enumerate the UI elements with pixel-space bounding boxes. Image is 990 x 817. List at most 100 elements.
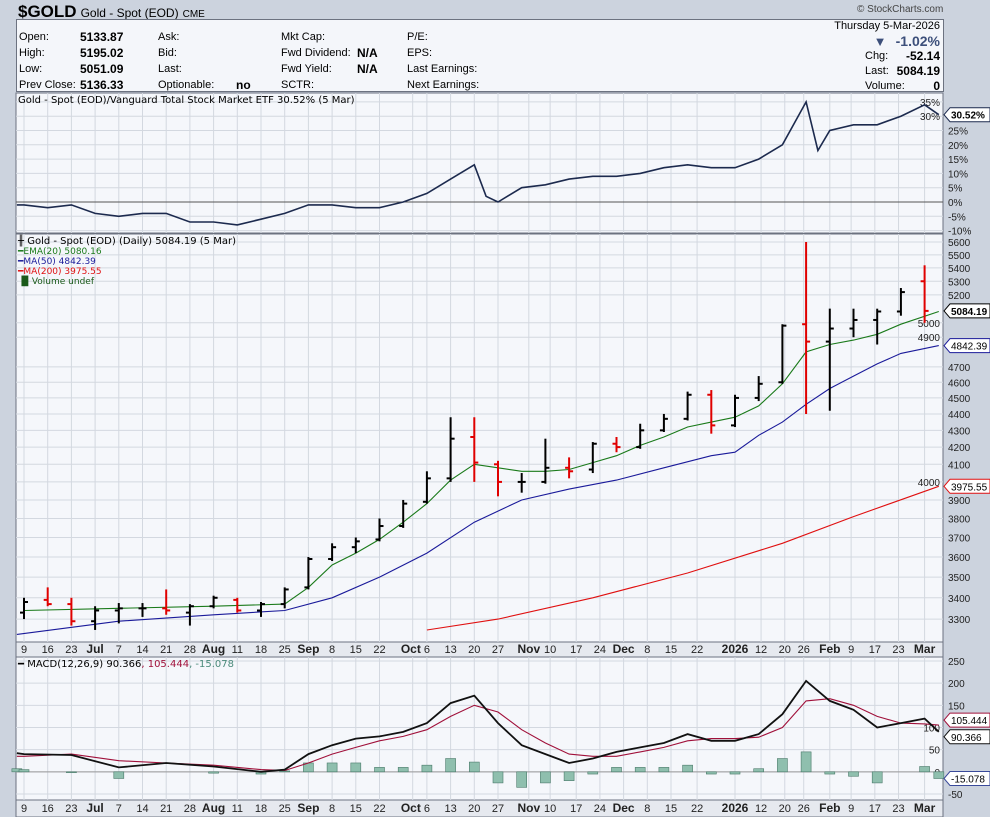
- date-tick-label: Aug: [202, 642, 225, 656]
- price-bar: [20, 597, 28, 620]
- date-tick-label: 23: [65, 644, 77, 656]
- date-tick-label: Aug: [202, 801, 225, 815]
- price-bar: [422, 471, 431, 504]
- date-tick-label: 13: [444, 803, 456, 815]
- macd-histogram-bar: [800, 751, 812, 773]
- macd-line-icon: ━: [18, 659, 25, 670]
- tag-box: [943, 729, 990, 745]
- date-tick-label: 12: [755, 644, 767, 656]
- fwd-yield-value: N/A: [357, 62, 378, 76]
- date-tick-label: Sep: [297, 642, 319, 656]
- macd-histogram-bar: [492, 771, 504, 784]
- chg-label: Chg:: [865, 50, 889, 62]
- volume-bars-icon: ▐▌: [18, 277, 32, 287]
- macd-tick-label: 50: [929, 746, 941, 757]
- ratio-line: [16, 99, 940, 226]
- date-tick-label: 21: [160, 644, 172, 656]
- date-tick-label: 28: [184, 803, 196, 815]
- date-tick-label: 23: [892, 803, 904, 815]
- price-tick-label: 4300: [948, 426, 971, 437]
- tag-label: 4842.39: [951, 342, 988, 353]
- price-tick-label: 4200: [948, 443, 971, 454]
- signal-tag: 105.444: [943, 712, 990, 728]
- price-tick-label: 4000: [918, 478, 941, 489]
- eps-label: EPS:: [407, 47, 433, 59]
- date-tick-label: 18: [255, 803, 267, 815]
- date-tick-label: Mar: [914, 642, 936, 656]
- last-price-value: 5084.19: [896, 64, 940, 78]
- tag-box: [943, 338, 990, 354]
- date-tick-label: 11: [232, 803, 243, 815]
- macd-histogram-bar: [516, 771, 528, 788]
- last-earnings-label: Last Earnings:: [407, 63, 478, 75]
- date-tick-label: 16: [42, 644, 54, 656]
- date-tick-label: 24: [594, 803, 606, 815]
- date-tick-label: 7: [116, 644, 122, 656]
- macd-histogram-bar: [729, 771, 741, 775]
- date-tick-label: Dec: [613, 801, 635, 815]
- date-tick-label: 22: [373, 644, 385, 656]
- tag-label: 30.52%: [951, 111, 985, 122]
- date-tick-label: 15: [665, 803, 677, 815]
- macd-line: [16, 679, 940, 773]
- volume-value: 0: [933, 79, 940, 93]
- date-tick-label: 12: [755, 803, 767, 815]
- macd-histogram-bar: [66, 771, 77, 774]
- macd-histogram-bar: [658, 767, 670, 773]
- ratio-tick-label: 5%: [948, 184, 963, 195]
- date-tick-label: 27: [492, 644, 504, 656]
- date-tick-label: 14: [136, 803, 148, 815]
- date-tick-label: 23: [892, 644, 904, 656]
- price-tick-label: 4500: [948, 394, 971, 405]
- price-bar: [257, 601, 265, 617]
- sctr-label: SCTR:: [281, 79, 314, 91]
- price-title: Gold - Spot (EOD) (Daily) 5084.19 (5 Mar…: [27, 236, 236, 247]
- date-tick-label: 15: [350, 644, 362, 656]
- date-axis-bottom: [15, 799, 944, 817]
- ratio-last-tag: 30.52%: [943, 107, 990, 123]
- price-bar: [517, 473, 526, 493]
- date-tick-label: 15: [350, 803, 362, 815]
- ratio-tick-label: 25%: [948, 127, 968, 138]
- ask-label: Ask:: [158, 31, 180, 43]
- price-bar: [612, 437, 621, 453]
- date-tick-label: 8: [329, 644, 335, 656]
- tag-box: [943, 478, 990, 494]
- ratio-tick-label: 15%: [948, 155, 968, 166]
- price-tick-label: 3300: [948, 615, 971, 626]
- date-tick-label: 9: [848, 803, 854, 815]
- date-tick-label: 22: [373, 803, 385, 815]
- price-bar: [683, 391, 692, 421]
- macd-histogram-bar: [397, 767, 409, 773]
- price-bar: [185, 604, 194, 626]
- date-tick-label: Sep: [297, 801, 319, 815]
- next-earnings-label: Next Earnings:: [407, 79, 480, 91]
- date-tick-label: 17: [869, 803, 881, 815]
- date-tick-label: 24: [594, 644, 606, 656]
- macd-tag: 90.366: [943, 729, 990, 745]
- tag-box: [943, 771, 990, 787]
- macd-histogram-bar: [540, 771, 551, 784]
- date-tick-label: 8: [644, 803, 650, 815]
- price-bar: [494, 460, 502, 497]
- symbol: $GOLD: [18, 2, 77, 21]
- panel-price: [15, 233, 944, 643]
- macd-histogram-bar: [350, 762, 362, 773]
- quote-fund-values: N/A N/A: [357, 45, 378, 77]
- macd-tick-label: 150: [948, 701, 965, 712]
- pe-label: P/E:: [407, 31, 428, 43]
- copyright[interactable]: © StockCharts.com: [857, 4, 944, 15]
- tag-label: 3975.55: [951, 482, 988, 493]
- macd-histogram-bar: [18, 769, 30, 773]
- price-tick-label: 5400: [948, 264, 971, 275]
- date-tick-label: 17: [570, 644, 582, 656]
- pct-change: -1.02%: [895, 33, 940, 49]
- price-tick-label: 5200: [948, 291, 971, 302]
- quote-right-labels: Chg: Last: Volume:: [865, 49, 905, 94]
- price-tick-label: 3400: [948, 594, 971, 605]
- macd-histogram-bar: [777, 758, 788, 773]
- price-bar: [399, 499, 408, 528]
- chg-value: -52.14: [905, 49, 940, 63]
- date-tick-label: Oct: [401, 642, 421, 656]
